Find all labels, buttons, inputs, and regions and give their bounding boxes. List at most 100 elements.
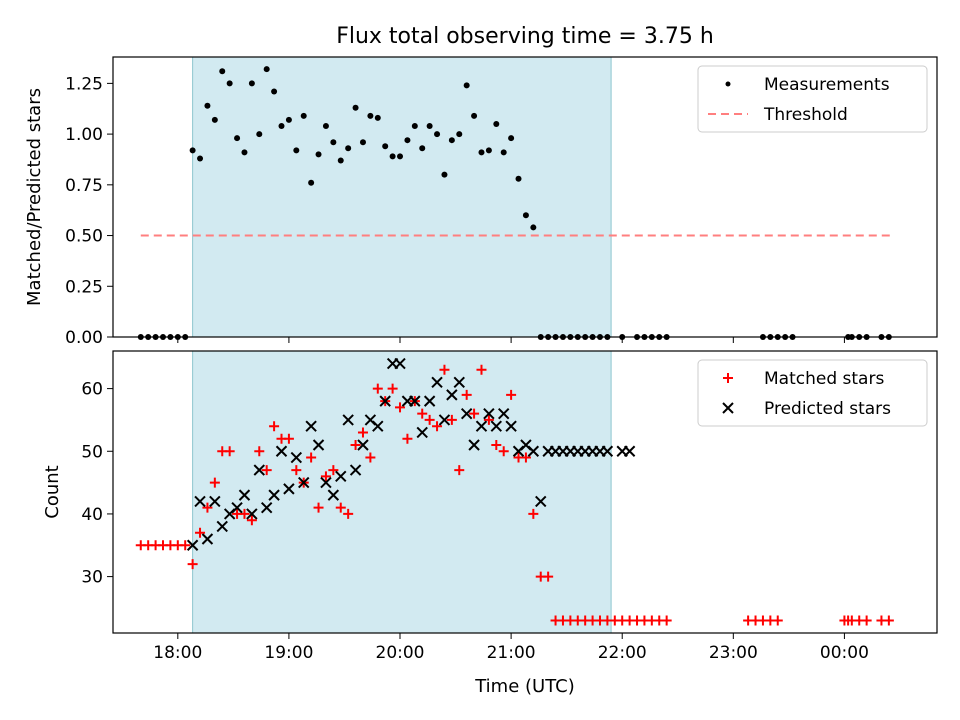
predicted-star-point — [379, 395, 391, 407]
measurement-point — [197, 155, 204, 162]
measurement-point — [359, 139, 366, 146]
predicted-star-point — [283, 483, 295, 495]
measurement-point — [515, 175, 522, 182]
measurement-point — [300, 112, 307, 119]
predicted-star-point — [357, 439, 369, 451]
matched-star-point — [395, 402, 406, 413]
measurement-point — [456, 131, 463, 138]
predicted-star-point — [453, 376, 465, 389]
matched-star-point — [202, 502, 213, 513]
y-tick-label-top: 0.50 — [65, 227, 103, 247]
matched-star-point — [328, 465, 339, 476]
legend-label: Matched stars — [764, 369, 884, 389]
matched-star-point — [313, 502, 324, 513]
predicted-star-point — [416, 426, 428, 439]
matched-star-point — [357, 427, 368, 438]
measurement-point — [248, 80, 255, 87]
matched-star-point — [883, 615, 894, 626]
measurement-point — [322, 122, 329, 129]
predicted-star-point — [438, 414, 451, 426]
predicted-star-point — [497, 407, 510, 420]
matched-star-point — [506, 389, 517, 400]
y-tick-label-top: 1.00 — [65, 125, 103, 145]
x-tick-label: 19:00 — [264, 643, 313, 663]
matched-star-point — [246, 515, 257, 526]
legend-marker-predicted — [722, 402, 734, 414]
predicted-star-point — [490, 420, 503, 432]
predicted-star-point — [275, 445, 288, 457]
matched-star-point — [180, 540, 191, 551]
matched-star-point — [469, 408, 480, 419]
plot-frame-bottom — [112, 350, 938, 634]
matched-star-point — [498, 446, 509, 457]
matched-star-point — [283, 433, 294, 444]
y-tick-label-bottom: 60 — [81, 380, 103, 400]
predicted-star-point — [312, 439, 325, 451]
measurement-point — [308, 179, 315, 186]
matched-star-point — [417, 408, 428, 419]
matched-star-point — [439, 364, 450, 375]
measurement-point — [478, 149, 485, 156]
measurement-point — [471, 112, 478, 119]
predicted-star-point — [460, 407, 473, 420]
matched-star-point — [320, 471, 331, 482]
matched-star-point — [387, 383, 398, 394]
measurement-point — [189, 147, 196, 154]
measurement-point — [463, 82, 470, 89]
predicted-star-point — [505, 420, 517, 432]
matched-star-point — [365, 452, 376, 463]
legend-box — [697, 359, 928, 427]
chart-title: Flux total observing time = 3.75 h — [336, 24, 714, 49]
measurement-point — [285, 116, 292, 123]
measurement-point — [367, 112, 374, 119]
measurement-point — [352, 104, 359, 111]
top-panel: 0.00 0.25 0.50 0.75 1.00 1.25 Measurements Thre… — [65, 56, 938, 348]
matched-star-point — [224, 446, 235, 457]
y-tick-label-top: 1.25 — [65, 74, 103, 94]
predicted-star-point — [601, 445, 614, 457]
predicted-star-point — [290, 451, 303, 464]
y-tick-label-bottom: 40 — [81, 505, 103, 525]
y-axis-label-bottom: Count — [42, 465, 63, 518]
matched-star-point — [454, 465, 465, 476]
predicted-star-point — [623, 445, 636, 457]
matched-star-point — [306, 452, 317, 463]
x-tick-label: 23:00 — [709, 643, 758, 663]
y-axis-label-top: Matched/Predicted stars — [24, 88, 45, 306]
matched-star-point — [402, 433, 413, 444]
predicted-star-point — [394, 357, 406, 370]
predicted-star-point — [327, 489, 340, 501]
y-tick-label-bottom: 30 — [81, 568, 103, 588]
measurement-point — [234, 135, 241, 142]
measurement-point — [204, 102, 211, 109]
x-tick-label: 20:00 — [376, 643, 425, 663]
predicted-star-point — [298, 476, 310, 489]
matched-star-point — [543, 571, 554, 582]
predicted-star-point — [468, 439, 480, 451]
matched-star-point — [372, 383, 383, 394]
predicted-star-point — [231, 501, 243, 514]
predicted-star-point — [253, 464, 265, 476]
matched-star-point — [528, 508, 539, 519]
y-tick-label-top: 0.00 — [65, 328, 103, 348]
measurement-point — [211, 116, 218, 123]
matched-star-point — [239, 508, 250, 519]
legend-label: Predicted stars — [764, 399, 891, 419]
measurement-point — [241, 149, 248, 156]
matched-star-point — [424, 414, 435, 425]
legend-marker-matched — [723, 373, 733, 383]
measurement-point — [278, 122, 285, 129]
predicted-star-point — [423, 395, 436, 407]
x-axis-label: Time (UTC) — [474, 676, 575, 697]
matched-star-point — [291, 465, 302, 476]
matched-star-point — [461, 389, 472, 400]
predicted-star-point — [483, 407, 495, 420]
matched-star-point — [772, 615, 783, 626]
measurement-point — [448, 137, 455, 144]
measurement-point — [263, 66, 270, 73]
matched-star-point — [446, 414, 457, 425]
predicted-star-point — [209, 495, 221, 508]
measurement-point — [404, 137, 411, 144]
matched-star-point — [861, 615, 872, 626]
